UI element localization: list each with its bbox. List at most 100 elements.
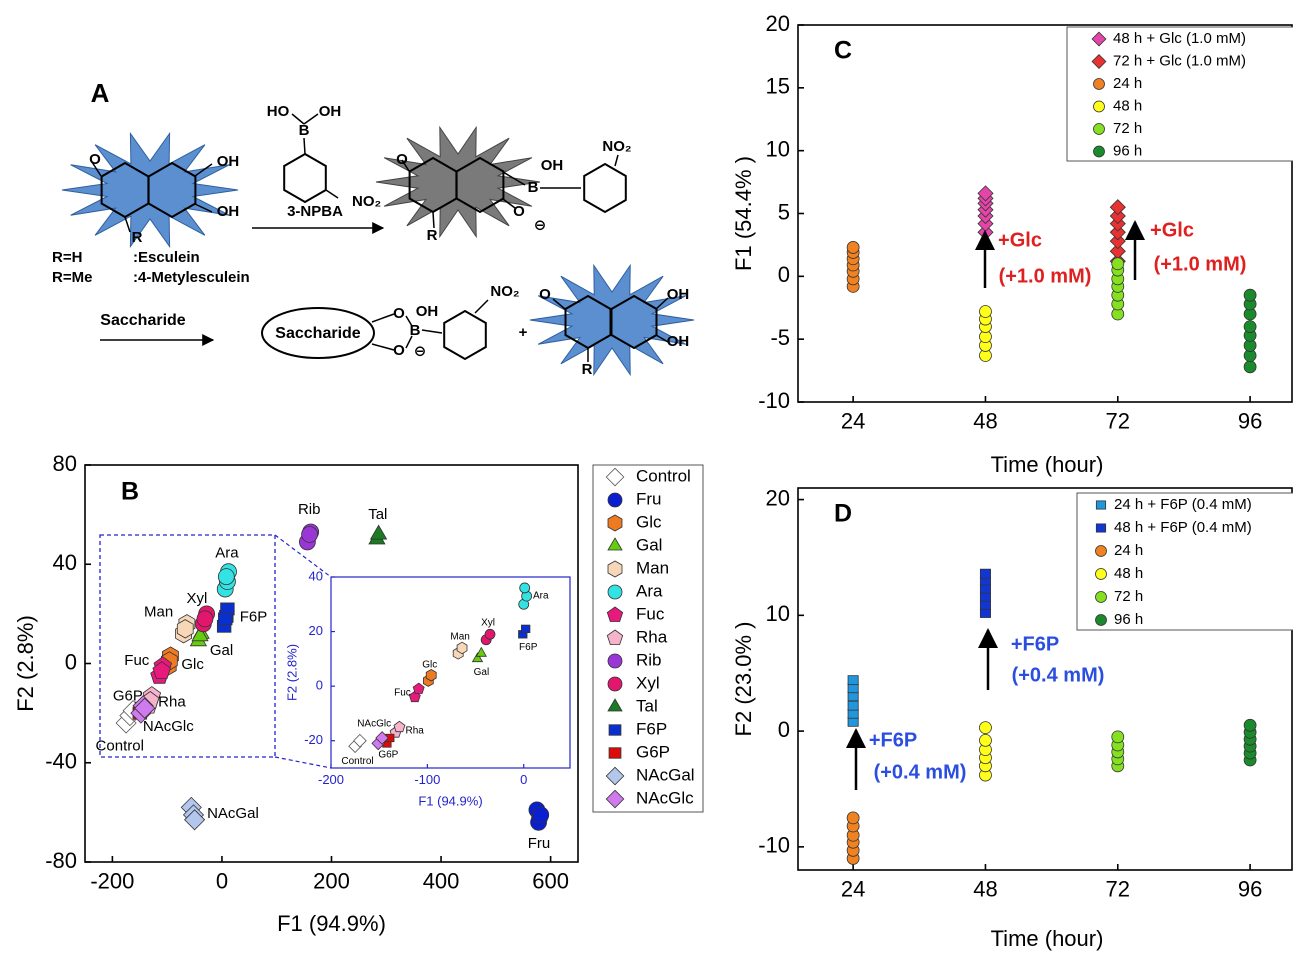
stroke (371, 343, 395, 351)
stroke (194, 203, 213, 213)
ring (283, 152, 327, 204)
data-point (847, 708, 859, 719)
annotation: +F6P (1011, 633, 1059, 655)
data-point (301, 526, 318, 543)
scheme-label: Saccharide (275, 325, 360, 342)
data-point (979, 608, 991, 618)
legend-marker (605, 467, 625, 487)
legend-marker (1095, 500, 1107, 510)
x-tick-label: 72 (1106, 877, 1130, 902)
annotation: (+1.0 mM) (1154, 253, 1247, 275)
point-label: NAcGlc (357, 718, 391, 729)
stroke (274, 756, 332, 769)
legend-label: 96 h (1113, 142, 1142, 159)
data-point (184, 809, 206, 831)
data-point (1109, 207, 1126, 225)
x-tick-label: 24 (841, 409, 865, 434)
scheme-label: B (299, 122, 310, 139)
legend-label: F6P (636, 719, 667, 738)
scheme-label: NO₂ (602, 138, 631, 155)
point-label: Man (144, 604, 173, 621)
scheme-label: O (513, 203, 525, 220)
scheme-label: + (519, 324, 528, 341)
legend-marker (607, 514, 623, 532)
data-point (1111, 730, 1125, 744)
annotation: (+1.0 mM) (999, 265, 1092, 287)
point-label: Fuc (394, 688, 411, 699)
data-point (1243, 320, 1257, 334)
legend-marker (1095, 591, 1107, 603)
legend-marker (1095, 568, 1107, 580)
data-point (471, 652, 484, 663)
legend-marker (607, 492, 623, 508)
stroke (655, 297, 669, 310)
legend-label: Fru (636, 489, 662, 508)
y-tick-label: 10 (766, 136, 790, 161)
point-label: Fuc (124, 652, 150, 669)
point-label: Control (341, 756, 373, 767)
x-axis-label: Time (hour) (991, 452, 1104, 477)
stroke (124, 216, 131, 233)
legend-label: Gal (636, 535, 662, 554)
data-point (353, 733, 367, 748)
point-label: Control (96, 737, 144, 754)
data-point (456, 641, 468, 655)
data-point (393, 720, 406, 733)
data-point (1109, 224, 1126, 241)
x-tick-label: 600 (532, 869, 569, 894)
x-tick-label: 400 (423, 869, 460, 894)
x-tick-label: 200 (313, 869, 350, 894)
x-tick-label: 48 (973, 409, 997, 434)
inset-background (331, 577, 570, 768)
point-label: Glc (422, 660, 437, 671)
annotation: (+0.4 mM) (1012, 664, 1105, 686)
data-point (475, 646, 487, 657)
legend-marker (606, 606, 624, 622)
legend-marker (1095, 614, 1107, 626)
data-point (134, 697, 156, 719)
x-tick-label: 96 (1238, 409, 1262, 434)
plot-frame (330, 576, 571, 769)
y-tick-label: 0 (316, 678, 323, 693)
annotation: +Glc (1150, 219, 1194, 241)
point-label: Xyl (187, 590, 208, 607)
legend-label: 24 h (1114, 542, 1143, 559)
stroke (502, 171, 526, 186)
data-point (1243, 288, 1257, 302)
legend-label: 72 h + Glc (1.0 mM) (1113, 52, 1246, 69)
y-axis-label: F2 (2.8%) (13, 615, 38, 712)
scheme-label: R=H (52, 249, 82, 266)
legend-label: 72 h (1113, 120, 1142, 137)
stroke (291, 113, 305, 125)
x-tick-label: -200 (318, 772, 344, 787)
legend-marker (608, 747, 622, 759)
legend-label: 48 h (1113, 97, 1142, 114)
x-tick-label: -200 (90, 869, 134, 894)
scheme-label: O (89, 151, 101, 168)
legend-label: Tal (636, 696, 658, 715)
point-label: Gal (474, 667, 490, 678)
stroke (371, 313, 395, 323)
scheme-label: R (132, 229, 143, 246)
point-label: Ara (215, 545, 239, 562)
point-label: F6P (240, 609, 268, 626)
data-point (176, 619, 194, 639)
stroke (194, 163, 213, 177)
data-point (846, 241, 860, 254)
point-label: G6P (113, 688, 143, 705)
point-label: Glc (181, 656, 204, 673)
data-point (425, 669, 437, 682)
legend-label: Ara (636, 581, 663, 600)
legend-label: Fuc (636, 604, 665, 623)
stroke (401, 159, 410, 172)
scheme-label: B (410, 322, 421, 339)
data-point (1111, 257, 1125, 271)
point-label: Rha (158, 694, 186, 711)
stroke (614, 154, 619, 167)
legend-marker (1093, 78, 1105, 90)
ring (583, 162, 627, 214)
y-tick-label: 0 (65, 649, 77, 674)
scheme-label: O (393, 342, 405, 359)
legend-label: NAcGlc (636, 788, 694, 807)
point-label: Xyl (481, 618, 495, 629)
